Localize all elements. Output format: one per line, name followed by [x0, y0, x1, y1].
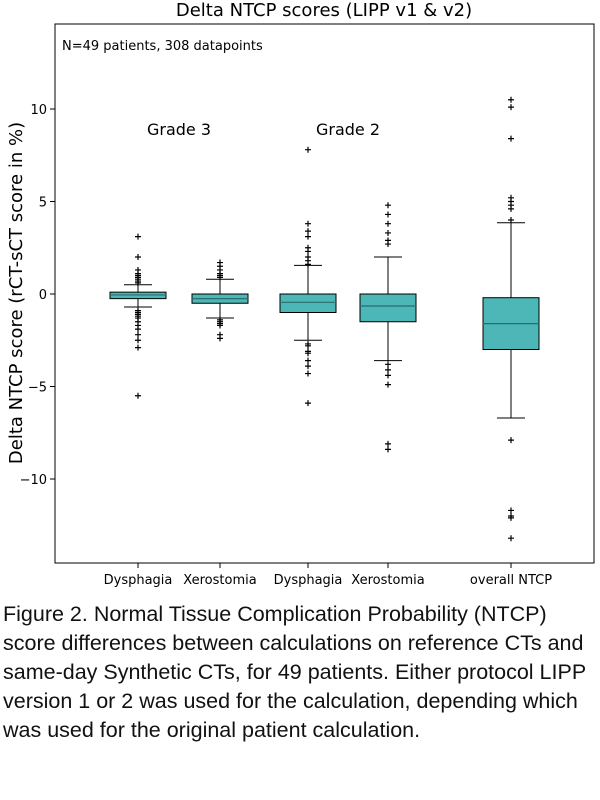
- outlier-point: [508, 507, 514, 514]
- y-tick-label: 5: [39, 196, 47, 211]
- box-2: [191, 259, 249, 342]
- outlier-point: [305, 350, 311, 357]
- outlier-point: [305, 363, 311, 370]
- outlier-point: [135, 392, 141, 399]
- box-iqr: [359, 293, 417, 323]
- outlier-point: [135, 233, 141, 240]
- figure-caption: Figure 2. Normal Tissue Complication Pro…: [3, 602, 586, 742]
- outlier-point: [305, 342, 311, 349]
- outlier-point: [508, 514, 514, 521]
- x-tick-label: overall NTCP: [470, 573, 552, 588]
- outlier-point: [508, 535, 514, 542]
- outlier-point: [385, 440, 391, 447]
- outlier-point: [305, 400, 311, 407]
- chart-marks: 10 5 0 −5 −10 Dysphagia Xerostomia Dysphagia Xer…: [20, 96, 552, 588]
- chart-title: Delta NTCP scores (LIPP v1 & v2): [176, 0, 472, 21]
- outlier-point: [135, 337, 141, 344]
- box-plot-chart: Delta NTCP scores (LIPP v1 & v2) N=49 pa…: [6, 0, 595, 588]
- outlier-point: [385, 381, 391, 388]
- outlier-point: [305, 248, 311, 255]
- outlier-point: [305, 146, 311, 153]
- outlier-point: [305, 233, 311, 240]
- outlier-point: [305, 228, 311, 235]
- outlier-point: [217, 322, 223, 329]
- x-tick-label: Dysphagia: [104, 573, 173, 588]
- outlier-point: [385, 211, 391, 218]
- outlier-point: [135, 326, 141, 333]
- x-tick-label: Dysphagia: [274, 573, 343, 588]
- group-label: Grade 2: [316, 120, 380, 139]
- outlier-point: [508, 217, 514, 223]
- outlier-point: [508, 437, 514, 444]
- outlier-point: [305, 261, 311, 268]
- outlier-point: [217, 335, 223, 342]
- group-label: Grade 3: [147, 120, 211, 139]
- outlier-point: [508, 135, 514, 142]
- outlier-point: [385, 366, 391, 373]
- sample-size-annotation: N=49 patients, 308 datapoints: [62, 39, 263, 54]
- y-tick-label: −10: [20, 473, 47, 488]
- outlier-point: [305, 370, 311, 377]
- outlier-point: [135, 331, 141, 338]
- outlier-point: [385, 220, 391, 227]
- outlier-point: [135, 344, 141, 351]
- y-tick-label: 0: [39, 288, 47, 303]
- outlier-point: [385, 446, 391, 453]
- box-1: [109, 233, 167, 399]
- outlier-point: [385, 361, 391, 368]
- outlier-point: [508, 104, 514, 111]
- outlier-point: [135, 254, 141, 260]
- outlier-point: [385, 229, 391, 236]
- box-5: [482, 96, 540, 542]
- outlier-point: [305, 357, 311, 364]
- outlier-point: [135, 279, 141, 286]
- y-tick-label: 10: [30, 103, 47, 118]
- y-tick-label: −5: [28, 381, 47, 396]
- box-3: [279, 146, 337, 407]
- outlier-point: [385, 202, 391, 209]
- outlier-point: [385, 372, 391, 379]
- outlier-point: [217, 274, 223, 281]
- outlier-point: [508, 96, 514, 103]
- outlier-point: [385, 241, 391, 248]
- outlier-point: [305, 220, 311, 227]
- x-tick-label: Xerostomia: [183, 573, 256, 588]
- box-4: [359, 202, 417, 453]
- y-axis-label: Delta NTCP score (rCT-sCT score in %): [6, 122, 27, 464]
- outlier-point: [508, 205, 514, 212]
- x-tick-label: Xerostomia: [351, 573, 424, 588]
- box-iqr: [279, 293, 337, 313]
